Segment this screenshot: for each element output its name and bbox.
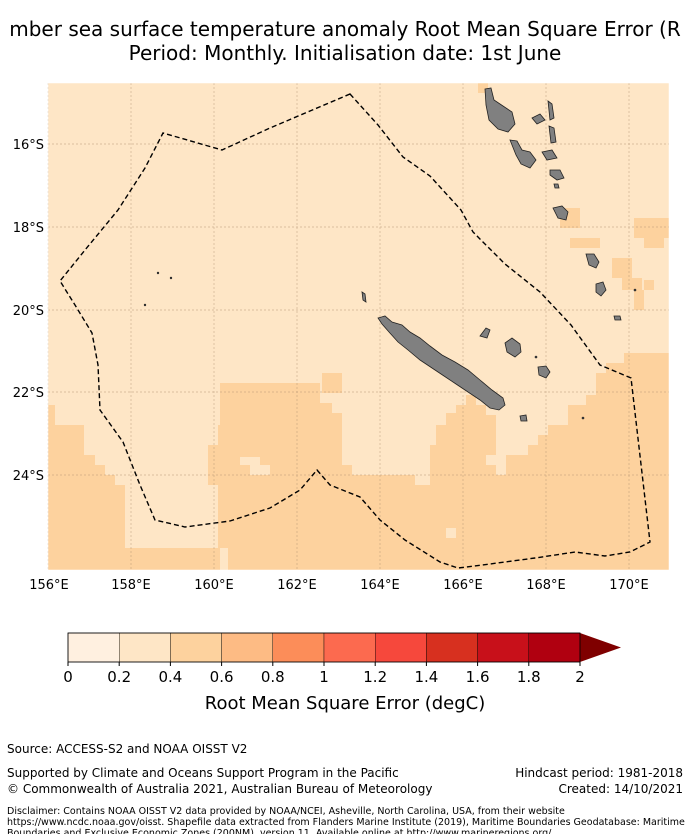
graticule [47, 83, 669, 570]
lon-label: 160°E [194, 578, 234, 593]
colorbar-tick-label: 1.8 [517, 668, 541, 686]
eez-boundary [59, 93, 651, 569]
longitude-labels: 156°E 158°E 160°E 162°E 164°E 166°E 168°… [29, 578, 649, 593]
hindcast-period-text: Hindcast period: 1981-2018 [515, 766, 683, 780]
created-date-text: Created: 14/10/2021 [558, 782, 683, 796]
colorbar-tick-label: 0.8 [261, 668, 285, 686]
lat-label: 18°S [13, 221, 44, 236]
colorbar-tick-label: 1.6 [466, 668, 490, 686]
lat-label: 20°S [13, 304, 44, 319]
colorbar-tick-label: 0.2 [107, 668, 131, 686]
colorbar-cell [67, 632, 120, 663]
land-masses [143, 87, 637, 422]
colorbar: 0 0.2 0.4 0.6 0.8 1 1.2 1.4 1.6 1.8 2 Root Mean Sq… [63, 632, 621, 714]
colorbar-extend-arrow [580, 633, 621, 662]
colorbar-ticks: 0 0.2 0.4 0.6 0.8 1 1.2 1.4 1.6 1.8 2 [63, 662, 585, 686]
colorbar-cells [67, 632, 581, 663]
colorbar-cell [426, 632, 478, 663]
map-figure: 16°S 18°S 20°S 22°S 24°S 156°E 158°E 160… [13, 82, 670, 593]
lon-label: 158°E [111, 578, 151, 593]
colorbar-tick-label: 0.6 [210, 668, 234, 686]
lat-label: 22°S [13, 386, 44, 401]
map-frame [47, 82, 670, 571]
map-title-line-1: mber sea surface temperature anomaly Roo… [9, 17, 681, 41]
lat-label: 16°S [13, 138, 44, 153]
lat-label: 24°S [13, 469, 44, 484]
copyright-text: © Commonwealth of Australia 2021, Austra… [7, 782, 433, 796]
lon-label: 166°E [443, 578, 483, 593]
lon-label: 164°E [360, 578, 400, 593]
colorbar-tick-label: 1 [319, 668, 329, 686]
disclaimer-text: Disclaimer: Contains NOAA OISST V2 data … [7, 806, 685, 834]
colorbar-cell [221, 632, 274, 663]
lon-label: 168°E [526, 578, 566, 593]
rmse-band-0-2-0-4-patches [125, 457, 456, 538]
colorbar-tick-label: 1.4 [414, 668, 438, 686]
colorbar-tick-label: 1.2 [363, 668, 387, 686]
colorbar-label: Root Mean Square Error (degC) [205, 693, 486, 714]
colorbar-cell [323, 632, 376, 663]
rmse-band-0-4-0-6 [48, 83, 669, 570]
colorbar-tick-label: 2 [575, 668, 585, 686]
colorbar-cell [170, 632, 222, 663]
latitude-labels: 16°S 18°S 20°S 22°S 24°S [13, 138, 44, 484]
colorbar-cell [272, 632, 325, 663]
lon-label: 162°E [277, 578, 317, 593]
colorbar-cell [375, 632, 427, 663]
colorbar-cell [477, 632, 530, 663]
colorbar-tick-label: 0 [63, 668, 73, 686]
source-text: Source: ACCESS-S2 and NOAA OISST V2 [7, 742, 248, 756]
lon-label: 156°E [29, 578, 69, 593]
lon-label: 170°E [609, 578, 649, 593]
colorbar-cell [528, 632, 581, 663]
support-text: Supported by Climate and Oceans Support … [7, 766, 399, 780]
colorbar-cell [118, 632, 171, 663]
map-title-line-2: Period: Monthly. Initialisation date: 1s… [128, 41, 562, 65]
colorbar-tick-label: 0.4 [158, 668, 182, 686]
